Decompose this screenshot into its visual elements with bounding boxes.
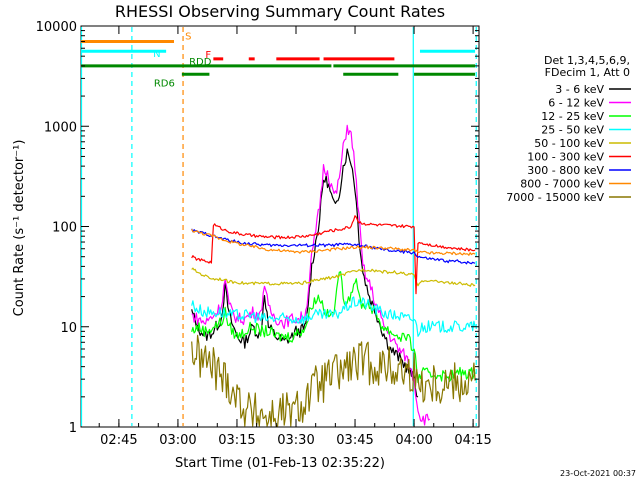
legend-label-0: 3 - 6 keV bbox=[555, 83, 604, 96]
axes: 02:45 03:00 03:15 03:30 03:45 04:00 04:15 1 10 10… bbox=[36, 20, 492, 448]
series-line-12to25keV-kev bbox=[191, 271, 476, 384]
chart-title: RHESSI Observing Summary Count Rates bbox=[115, 2, 445, 21]
y-tick-label-100: 100 bbox=[52, 221, 77, 236]
annotation-rdd-label: RDD bbox=[189, 57, 212, 68]
y-tick-label-1000: 1000 bbox=[44, 120, 77, 135]
legend-label-3: 25 - 50 keV bbox=[541, 124, 604, 137]
x-tick-label-03:30: 03:30 bbox=[277, 433, 314, 448]
legend-header-line-1: Det 1,3,4,5,6,9, bbox=[544, 54, 630, 67]
series-line-25to50keV-kev bbox=[191, 296, 476, 337]
x-tick-label-03:15: 03:15 bbox=[218, 433, 255, 448]
y-axis-label: Count Rate (s⁻¹ detector⁻¹) bbox=[12, 140, 27, 317]
annotation-f-label: F bbox=[205, 50, 211, 61]
y-tick-label-1: 1 bbox=[69, 421, 77, 436]
series-line-50to100keV-kev bbox=[191, 267, 476, 287]
annotation-s-label: S bbox=[185, 32, 191, 43]
legend-label-4: 50 - 100 keV bbox=[534, 137, 604, 150]
generated-timestamp: 23-Oct-2021 00:37 bbox=[560, 469, 636, 478]
annotation-n-label: N bbox=[153, 49, 160, 60]
legend: Det 1,3,4,5,6,9,FDecim 1, Att 0 3 - 6 keV… bbox=[506, 54, 631, 204]
legend-label-7: 800 - 7000 keV bbox=[520, 178, 604, 191]
legend-header-line-2: FDecim 1, Att 0 bbox=[545, 66, 630, 79]
x-tick-label-03:00: 03:00 bbox=[159, 433, 196, 448]
x-tick-label-04:15: 04:15 bbox=[454, 433, 491, 448]
x-tick-label-02:45: 02:45 bbox=[100, 433, 137, 448]
x-tick-label-04:00: 04:00 bbox=[395, 433, 432, 448]
series-line-100to300keV-kev bbox=[191, 215, 476, 295]
y-tick-label-10000: 10000 bbox=[36, 20, 77, 35]
plot-area bbox=[80, 25, 480, 428]
series-line-800to7000keV-kev bbox=[191, 228, 476, 256]
series-group bbox=[191, 124, 476, 427]
legend-label-2: 12 - 25 keV bbox=[541, 110, 604, 123]
legend-label-8: 7000 - 15000 keV bbox=[506, 191, 604, 204]
legend-label-6: 300 - 800 keV bbox=[527, 164, 604, 177]
vertical-markers bbox=[80, 27, 477, 426]
series-line-7000to15000keV-kev bbox=[191, 334, 476, 427]
plot-frame bbox=[80, 25, 480, 428]
y-tick-label-10: 10 bbox=[60, 321, 77, 336]
legend-label-5: 100 - 300 keV bbox=[527, 151, 604, 164]
x-tick-label-03:45: 03:45 bbox=[336, 433, 373, 448]
annotation-rd6-label: RD6 bbox=[154, 78, 175, 89]
legend-label-1: 6 - 12 keV bbox=[548, 97, 604, 110]
series-line-6to12keV-kev bbox=[191, 124, 431, 426]
x-axis-label: Start Time (01-Feb-13 02:35:22) bbox=[175, 456, 385, 471]
series-line-300to800keV-kev bbox=[191, 228, 476, 265]
